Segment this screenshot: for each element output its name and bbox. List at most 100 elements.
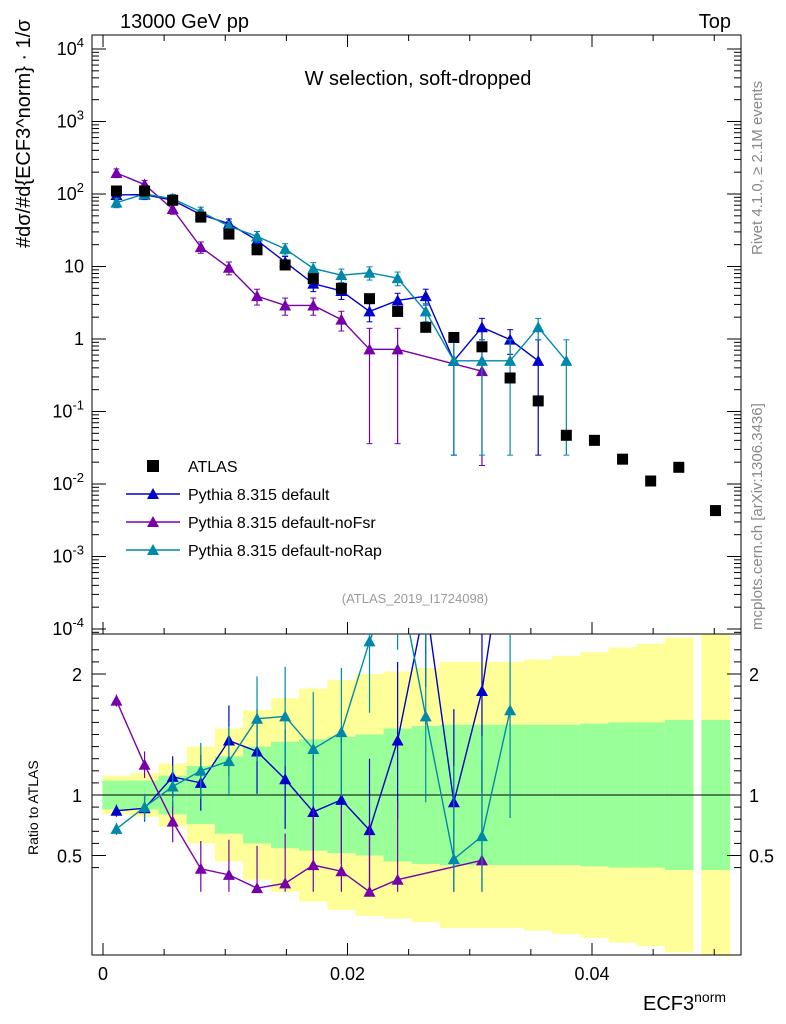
series-marker [532,321,545,333]
ratio-marker [447,853,460,865]
mcplots-credit: mcplots.cern.ch [arXiv:1306.3436] [749,403,766,630]
legend-label: Pythia 8.315 default-noRap [188,543,382,560]
series-marker [475,354,488,366]
x-tick-label: 0.04 [574,964,609,984]
ratio-axis-label: Ratio to ATLAS [25,760,41,855]
atlas-marker [364,293,376,305]
y-tick-label: 10-2 [52,470,84,494]
series-marker [110,166,123,178]
series-marker [194,241,207,253]
series-marker [335,269,348,281]
series-marker [391,272,404,284]
ratio-marker [391,873,404,885]
ratio-marker [194,862,207,874]
y-tick-label: 102 [57,180,84,204]
y-tick-label: 10-3 [52,543,84,567]
ratio-marker [504,704,517,716]
ratio-marker [166,815,179,827]
atlas-marker [420,321,432,333]
ratio-marker [194,764,207,776]
legend-label: Pythia 8.315 default [188,487,330,504]
legend: ATLAS Pythia 8.315 default Pythia 8.315 de… [126,459,382,560]
y-tick-label: 10-4 [52,615,84,639]
x-axis-label: ECF3norm [643,989,726,1015]
series-marker [251,230,264,242]
series-marker [560,354,573,366]
ratio-marker [504,499,516,510]
atlas-marker [251,244,263,256]
main-series-layer [110,166,721,517]
ratio-marker [391,734,404,746]
series-marker [251,290,264,302]
legend-label: ATLAS [188,459,238,476]
atlas-marker [673,461,685,473]
series-line [116,193,539,363]
legend-label: Pythia 8.315 default-noFsr [188,515,376,532]
x-tick-label: 0 [98,964,108,984]
series-marker [475,321,488,333]
atlas-marker [279,259,291,271]
ratio-marker [363,885,376,897]
atlas-marker [392,305,404,317]
atlas-marker [476,341,488,353]
series-marker [419,290,432,302]
legend-marker [147,544,159,555]
ratio-marker [222,755,235,767]
x-tick-label: 0.02 [330,964,365,984]
ratio-tick-label-left: 2 [72,665,82,685]
atlas-marker [307,273,319,285]
ratio-marker [110,804,123,816]
atlas-marker [645,475,657,487]
ratio-tick-label-right: 1 [749,786,759,806]
rivet-version: Rivet 4.1.0, ≥ 2.1M events [749,81,766,255]
ratio-marker [335,865,348,877]
legend-marker [147,516,159,527]
ratio-series-layer [110,499,517,897]
ratio-tick-label-right: 0.5 [749,847,774,867]
series-marker [419,305,432,317]
ratio-marker [335,726,348,738]
legend-marker [147,488,159,499]
atlas-marker [195,211,207,223]
analysis-id: (ATLAS_2019_I1724098) [342,591,488,606]
atlas-marker [617,453,629,465]
atlas-marker [709,505,721,517]
ratio-marker [307,743,320,755]
chart-title: W selection, soft-dropped [305,68,532,90]
ratio-marker [110,694,123,706]
series-marker [222,220,235,232]
atlas-marker [110,185,122,197]
legend-marker-atlas [147,460,159,472]
ratio-marker [251,712,264,724]
ratio-marker [279,773,292,785]
y-axis-label: #dσ/#d{ECF3^norm} · 1/σ [13,19,35,248]
ratio-tick-label-left: 0.5 [57,847,82,867]
series-marker [110,196,123,208]
series-marker [504,354,517,366]
y-tick-label: 1 [74,329,84,349]
atlas-marker [223,228,235,240]
ratio-marker [279,877,292,889]
ratio-marker [251,882,264,894]
series-marker [307,299,320,311]
series-marker [307,262,320,274]
series-marker [222,261,235,273]
series-marker [279,242,292,254]
series-marker [391,343,404,355]
atlas-marker [335,282,347,294]
ratio-marker [363,635,376,647]
series-marker [335,313,348,325]
ratio-tick-label-left: 1 [72,786,82,806]
data-series [110,166,721,897]
ratio-marker [166,780,179,792]
y-tick-label: 104 [57,35,84,59]
ratio-marker [222,868,235,880]
series-marker [447,354,460,366]
atlas-marker [588,434,600,446]
ratio-marker [475,830,488,842]
atlas-marker [532,395,544,407]
ratio-marker [110,822,123,834]
ratio-marker [279,710,292,722]
